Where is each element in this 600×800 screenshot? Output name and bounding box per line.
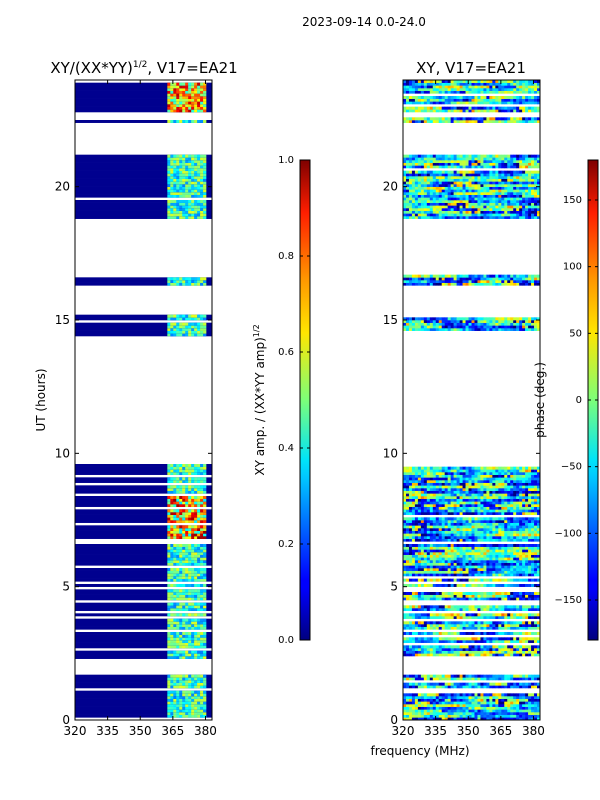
colorbar-tick-label--100: −100 [555,528,582,539]
colorbar-tick-label-1: 1.0 [278,155,294,166]
phase-panel-title: XY, V17=EA21 [416,59,526,77]
amplitude-cb-label-sup: 1/2 [252,324,261,337]
phase-heatmap [403,80,540,720]
x-tick-label-380: 380 [522,724,545,738]
colorbar-tick-label-0.4: 0.4 [278,443,294,454]
amplitude-heatmap [75,82,212,718]
y-tick-label-0: 0 [390,713,398,727]
phase-plot-frame [402,79,541,721]
colorbar-tick-label-0.2: 0.2 [278,539,294,550]
y-tick-label-15: 15 [55,313,70,327]
y-tick-label-5: 5 [62,580,70,594]
x-tick-label-365: 365 [489,724,512,738]
x-tick-label-350: 350 [457,724,480,738]
colorbar-tick-label--50: −50 [561,462,582,473]
amplitude-colorbar-ticks: 0.0 0.2 0.4 0.6 0.8 1.0 [278,155,310,646]
colorbar-tick-label-0: 0.0 [278,635,294,646]
phase-colorbar: −150 −100 −50 0 50 100 150 phase (deg.) [533,159,599,641]
amplitude-panel: XY/(XX*YY)1/2, V17=EA21 320 335 350 365 380 0… [34,59,238,738]
colorbar-tick-label-50: 50 [569,328,582,339]
colorbar-tick-label-100: 100 [563,262,582,273]
y-tick-label-20: 20 [383,180,398,194]
amplitude-plot-frame [74,79,213,721]
y-tick-label-20: 20 [55,180,70,194]
colorbar-tick-label--150: −150 [555,595,582,606]
x-tick-label-365: 365 [161,724,184,738]
amplitude-title-main: XY/(XX*YY) [50,59,133,77]
y-tick-label-10: 10 [55,446,70,460]
x-tick-label-320: 320 [64,724,87,738]
y-tick-label-15: 15 [383,313,398,327]
amplitude-panel-title: XY/(XX*YY)1/2, V17=EA21 [50,59,237,77]
amplitude-colorbar-gradient [299,159,311,641]
x-tick-label-320: 320 [392,724,415,738]
amplitude-colorbar: 0.0 0.2 0.4 0.6 0.8 1.0 XY amp. / (XX*YY amp)… [252,155,311,646]
phase-colorbar-label: phase (deg.) [533,362,547,438]
y-tick-label-5: 5 [390,580,398,594]
phase-axes: 320 335 350 365 380 0 5 10 15 20 [383,80,545,738]
phase-panel: XY, V17=EA21 320 335 350 365 380 0 5 10 15 20 [383,59,545,738]
amplitude-colorbar-label: XY amp. / (XX*YY amp)1/2 [252,324,267,475]
shared-xlabel: frequency (MHz) [370,744,469,758]
x-tick-label-380: 380 [194,724,217,738]
x-tick-label-350: 350 [129,724,152,738]
x-tick-label-335: 335 [424,724,447,738]
amplitude-title-rest: , V17=EA21 [147,59,237,77]
amplitude-axes: 320 335 350 365 380 0 5 10 15 20 [55,80,217,738]
y-tick-label-10: 10 [383,446,398,460]
x-tick-label-335: 335 [96,724,119,738]
colorbar-tick-label-0: 0 [576,395,582,406]
phase-colorbar-ticks: −150 −100 −50 0 50 100 150 [555,195,598,606]
colorbar-tick-label-0.6: 0.6 [278,347,294,358]
colorbar-tick-label-0.8: 0.8 [278,251,294,262]
amplitude-ylabel: UT (hours) [34,368,48,431]
colorbar-tick-label-150: 150 [563,195,582,206]
y-tick-label-0: 0 [62,713,70,727]
figure-title: 2023-09-14 0.0-24.0 [302,15,426,29]
amplitude-title-sup: 1/2 [133,60,147,70]
amplitude-cb-label-main: XY amp. / (XX*YY amp) [253,337,267,475]
